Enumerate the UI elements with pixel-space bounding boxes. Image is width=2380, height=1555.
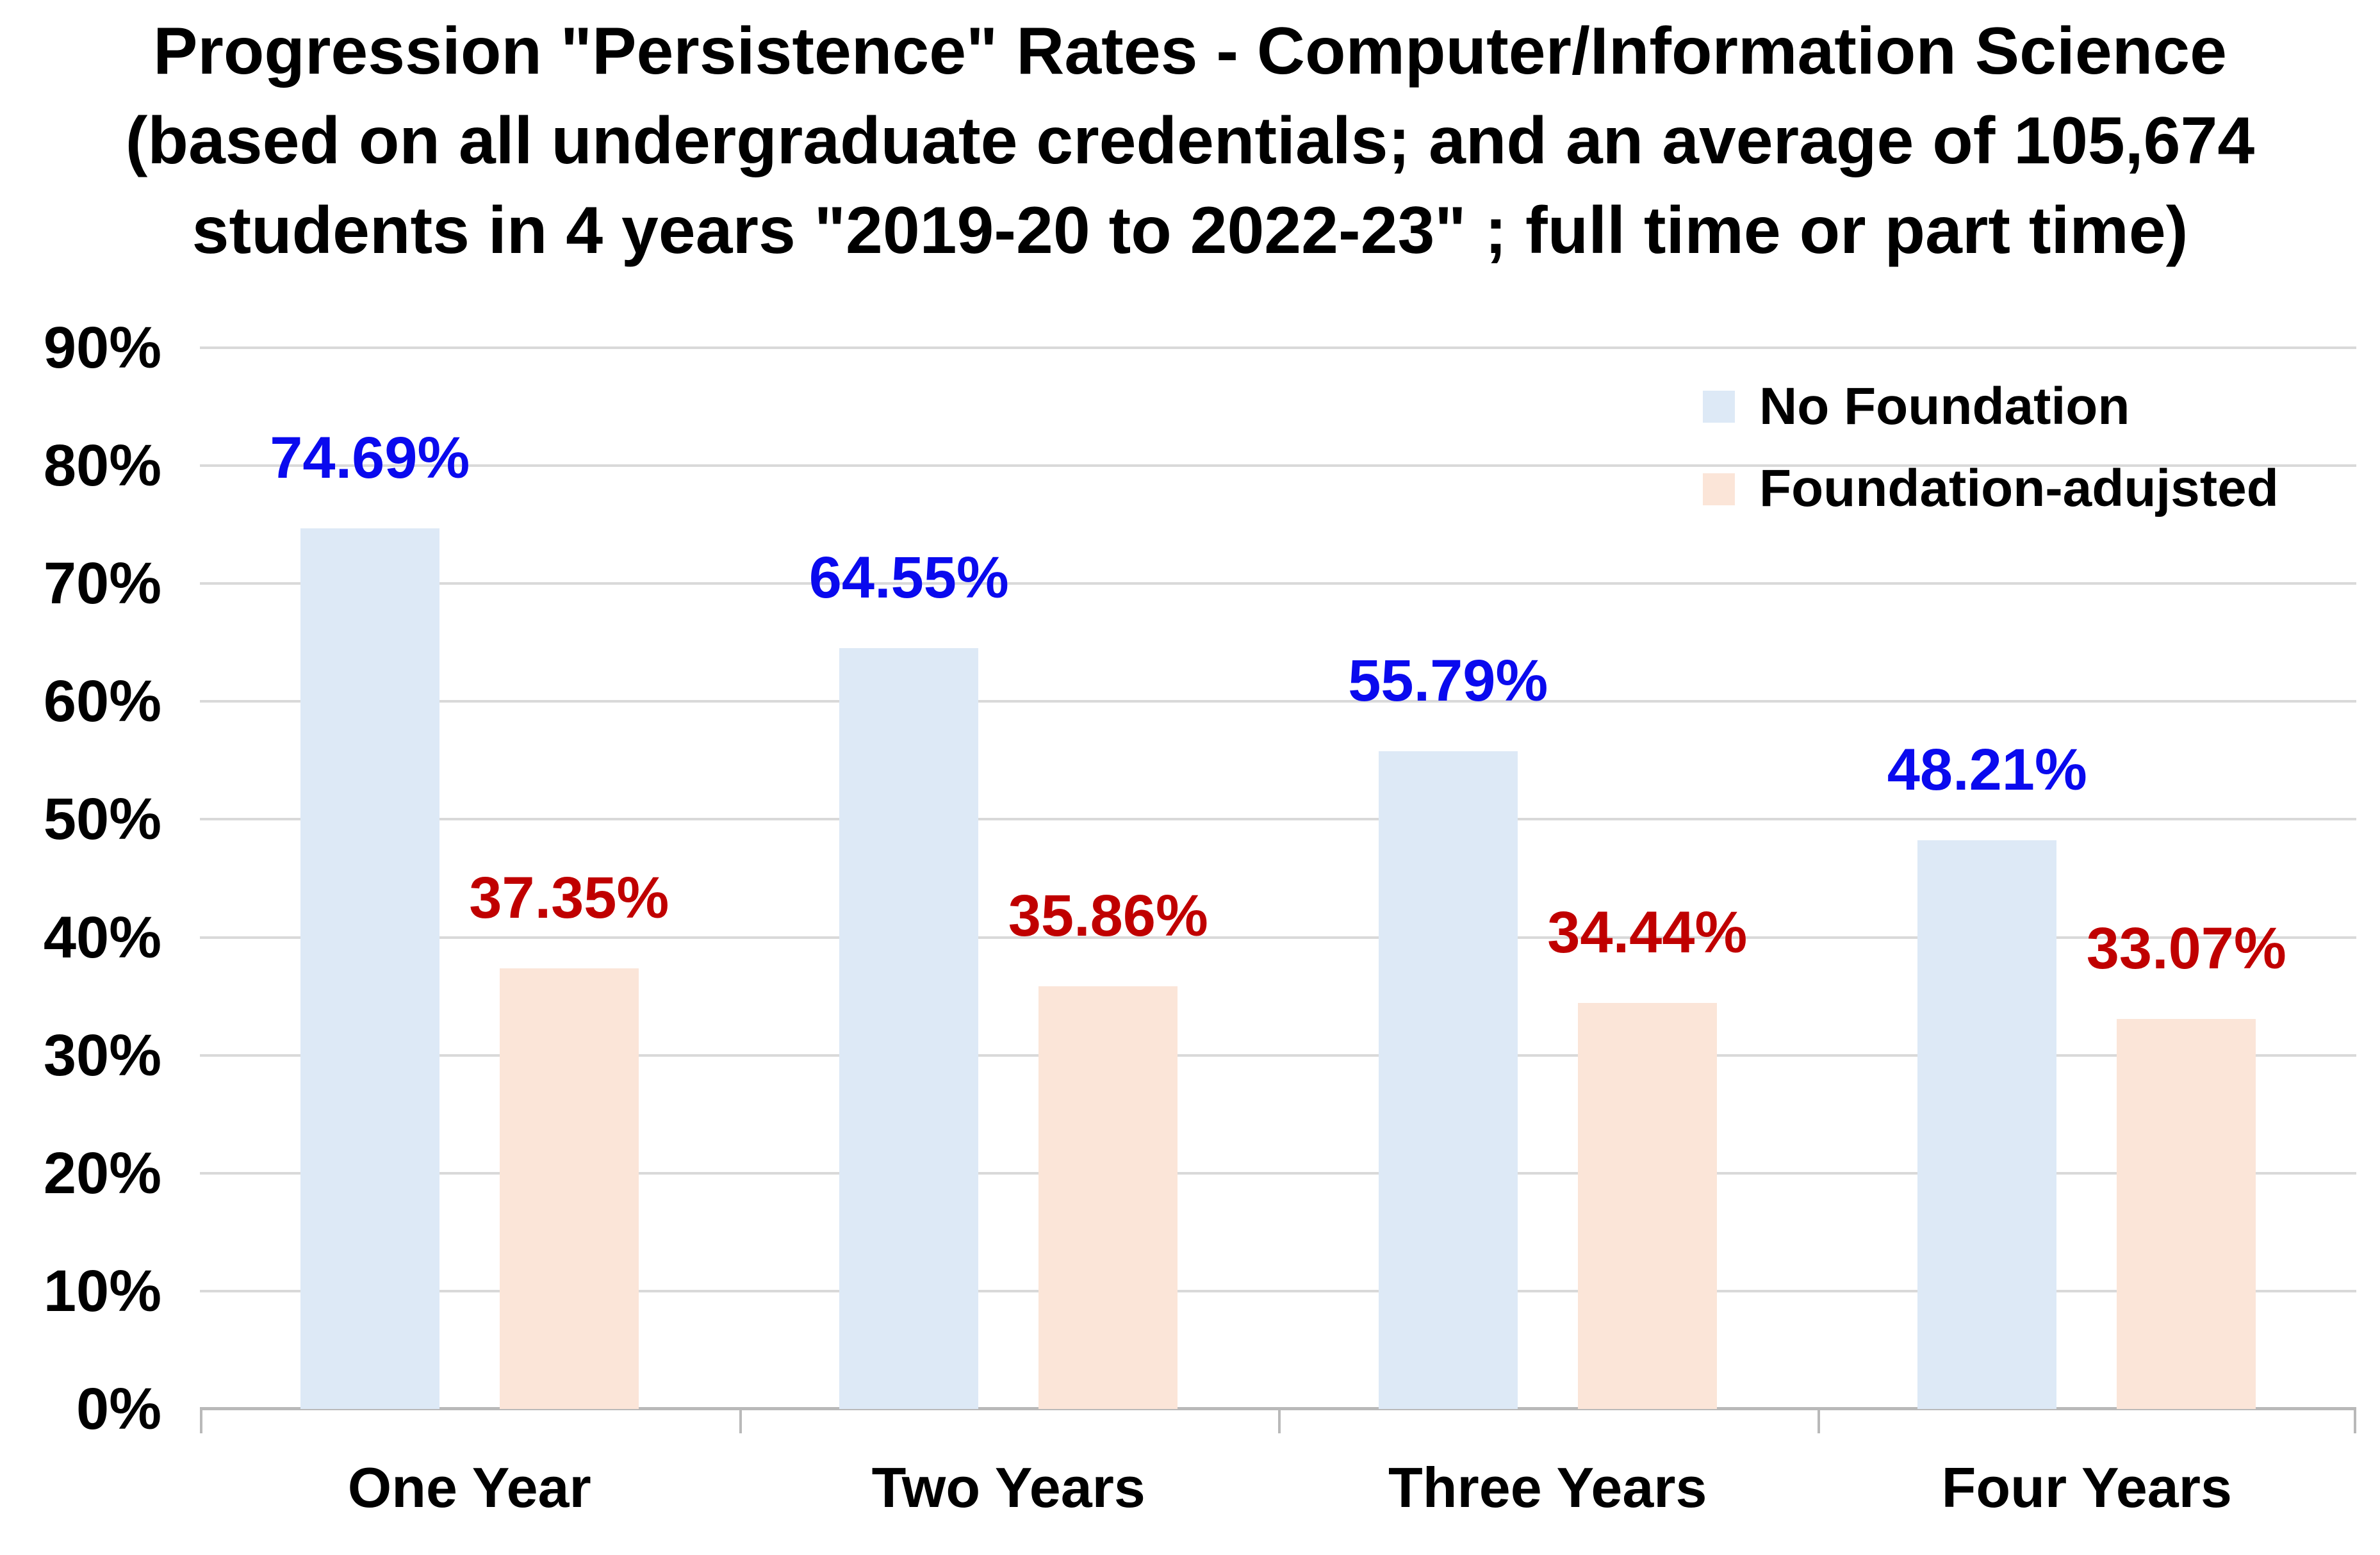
y-tick-label-80%: 80% — [43, 433, 161, 499]
y-tick-label-20%: 20% — [43, 1140, 161, 1206]
legend: No Foundation Foundation-adujsted — [1703, 375, 2279, 540]
y-tick-label-60%: 60% — [43, 669, 161, 735]
gridline-20% — [200, 1171, 2356, 1175]
legend-label-foundation-adujsted: Foundation-adujsted — [1759, 459, 2279, 518]
x-category-label-four-years: Four Years — [1941, 1456, 2232, 1519]
gridline-10% — [200, 1289, 2356, 1292]
y-tick-label-30%: 30% — [43, 1022, 161, 1088]
axis-tick-0 — [200, 1409, 202, 1433]
legend-entry-no-foundation: No Foundation — [1703, 375, 2279, 438]
chart-title-line-3: students in 4 years "2019-20 to 2022-23"… — [192, 193, 2188, 268]
bar-foundation-adujsted-four-years — [2117, 1019, 2256, 1409]
chart-title-line-1: Progression "Persistence" Rates - Comput… — [153, 14, 2227, 88]
y-tick-label-90%: 90% — [43, 315, 161, 380]
bar-label-foundation-adujsted-three-years: 34.44% — [1547, 899, 1748, 965]
bar-no-foundation-two-years — [839, 647, 979, 1409]
axis-tick-3 — [1817, 1409, 1820, 1433]
axis-tick-1 — [739, 1409, 742, 1433]
bar-foundation-adujsted-three-years — [1577, 1002, 1717, 1409]
bar-label-foundation-adujsted-one-year: 37.35% — [469, 865, 669, 931]
y-tick-label-40%: 40% — [43, 904, 161, 970]
gridline-30% — [200, 1054, 2356, 1057]
plot-area: 74.69% 37.35% 64.55% 35.86% 55.79% 34.44% 48.2… — [200, 346, 2356, 1433]
legend-entry-foundation-adujsted: Foundation-adujsted — [1703, 457, 2279, 520]
axis-tick-2 — [1278, 1409, 1281, 1433]
bar-label-no-foundation-three-years: 55.79% — [1348, 647, 1548, 713]
bar-no-foundation-three-years — [1378, 751, 1518, 1409]
gridline-60% — [200, 700, 2356, 703]
bar-foundation-adujsted-one-year — [499, 968, 639, 1409]
gridline-80% — [200, 464, 2356, 468]
y-tick-label-70%: 70% — [43, 551, 161, 617]
x-category-label-two-years: Two Years — [871, 1456, 1145, 1519]
bar-foundation-adujsted-two-years — [1038, 986, 1178, 1409]
x-category-label-three-years: Three Years — [1388, 1456, 1707, 1519]
chart-title-line-2: (based on all undergraduate credentials;… — [125, 104, 2255, 178]
bar-label-foundation-adujsted-two-years: 35.86% — [1008, 883, 1208, 948]
gridline-50% — [200, 818, 2356, 821]
gridline-90% — [200, 346, 2356, 349]
x-category-label-one-year: One Year — [347, 1456, 591, 1519]
x-axis-line — [200, 1407, 2356, 1410]
chart-title: Progression "Persistence" Rates - Comput… — [0, 6, 2380, 275]
y-tick-label-0%: 0% — [76, 1376, 161, 1442]
legend-swatch-foundation-adujsted — [1703, 473, 1735, 505]
bar-label-no-foundation-two-years: 64.55% — [808, 544, 1009, 610]
bar-no-foundation-one-year — [300, 528, 439, 1409]
bar-label-no-foundation-four-years: 48.21% — [1887, 737, 2087, 803]
bar-label-no-foundation-one-year: 74.69% — [270, 425, 470, 491]
gridline-40% — [200, 936, 2356, 939]
axis-tick-4 — [2354, 1409, 2356, 1433]
gridline-70% — [200, 582, 2356, 585]
bar-label-foundation-adujsted-four-years: 33.07% — [2086, 916, 2286, 982]
y-tick-label-50%: 50% — [43, 786, 161, 852]
legend-swatch-no-foundation — [1703, 391, 1735, 423]
bar-no-foundation-four-years — [1917, 840, 2057, 1409]
legend-label-no-foundation: No Foundation — [1759, 377, 2130, 436]
y-tick-label-10%: 10% — [43, 1258, 161, 1324]
